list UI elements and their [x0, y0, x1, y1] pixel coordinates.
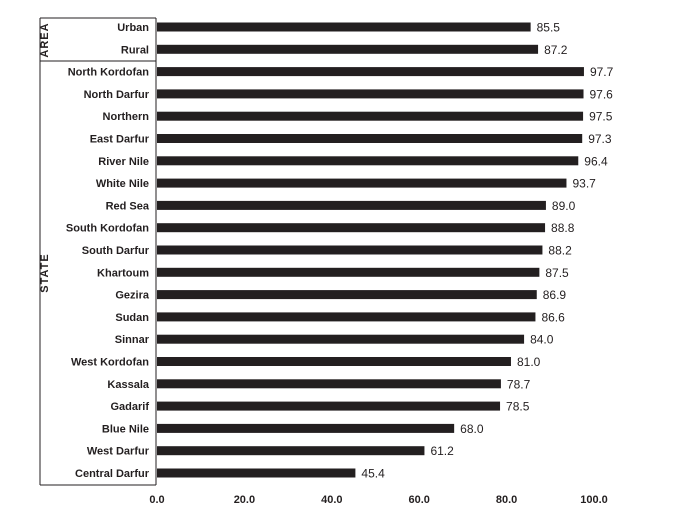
bar-south-kordofan	[157, 223, 546, 233]
x-axis-ticks: 0.0 20.0 40.0 60.0 80.0 100.0	[149, 494, 607, 506]
category-label-kassala: Kassala	[107, 379, 149, 391]
category-label-south-kordofan: South Kordofan	[66, 223, 149, 235]
category-label-khartoum: Khartoum	[97, 267, 149, 279]
bar-north-kordofan	[157, 67, 584, 77]
bar-rural	[157, 44, 539, 54]
value-label-northern: 97.5	[589, 110, 613, 124]
bar-red-sea	[157, 200, 546, 210]
category-label-central-darfur: Central Darfur	[75, 468, 150, 480]
category-label-gadarif: Gadarif	[110, 401, 149, 413]
x-tick-label: 60.0	[408, 494, 429, 506]
bar-blue-nile	[157, 423, 455, 433]
value-label-west-kordofan: 81.0	[517, 355, 541, 369]
value-label-blue-nile: 68.0	[460, 422, 484, 436]
x-tick-label: 40.0	[321, 494, 342, 506]
value-label-red-sea: 89.0	[552, 199, 576, 213]
bars: Urban 85.5 Rural 87.2 North Kordofan 97.7 Nort…	[66, 21, 614, 481]
bar-river-nile	[157, 156, 579, 166]
value-label-sudan: 86.6	[541, 310, 565, 324]
category-label-north-kordofan: North Kordofan	[68, 67, 150, 79]
value-label-west-darfur: 61.2	[430, 444, 454, 458]
bar-west-kordofan	[157, 357, 511, 366]
category-label-north-darfur: North Darfur	[84, 89, 150, 101]
value-label-south-kordofan: 88.8	[551, 221, 575, 235]
value-label-east-darfur: 97.3	[588, 132, 612, 146]
bar-gezira	[157, 290, 537, 300]
category-label-urban: Urban	[117, 22, 149, 34]
bar-sudan	[157, 312, 536, 322]
bar-gadarif	[157, 401, 501, 411]
category-label-west-darfur: West Darfur	[87, 446, 150, 458]
bar-west-darfur	[157, 446, 425, 456]
bar-sinnar	[157, 334, 525, 344]
value-label-north-darfur: 97.6	[590, 87, 614, 101]
bar-khartoum	[157, 267, 540, 277]
category-label-west-kordofan: West Kordofan	[71, 357, 149, 369]
x-tick-label: 0.0	[149, 494, 164, 506]
category-label-east-darfur: East Darfur	[90, 134, 150, 146]
category-label-gezira: Gezira	[115, 290, 150, 302]
category-label-sinnar: Sinnar	[115, 334, 150, 346]
category-label-river-nile: River Nile	[98, 156, 149, 168]
value-label-central-darfur: 45.4	[361, 467, 385, 481]
category-label-south-darfur: South Darfur	[82, 245, 150, 257]
value-label-urban: 85.5	[537, 21, 561, 35]
category-label-red-sea: Red Sea	[106, 200, 150, 212]
value-label-gezira: 86.9	[543, 288, 567, 302]
value-label-gadarif: 78.5	[506, 400, 530, 414]
category-label-rural: Rural	[121, 44, 149, 56]
value-label-khartoum: 87.5	[545, 266, 569, 280]
group-label-area: AREA	[39, 22, 51, 57]
category-label-sudan: Sudan	[115, 312, 149, 324]
value-label-rural: 87.2	[544, 43, 568, 57]
group-label-state: STATE	[39, 253, 51, 292]
bar-north-darfur	[157, 89, 584, 99]
value-label-kassala: 78.7	[507, 377, 531, 391]
value-label-sinnar: 84.0	[530, 333, 554, 347]
bar-white-nile	[157, 178, 567, 188]
bar-south-darfur	[157, 245, 543, 255]
bar-kassala	[157, 379, 501, 389]
value-label-north-kordofan: 97.7	[590, 65, 614, 79]
value-label-white-nile: 93.7	[572, 177, 596, 191]
bar-northern	[157, 111, 584, 121]
category-label-blue-nile: Blue Nile	[102, 423, 149, 435]
category-label-northern: Northern	[103, 111, 150, 123]
bar-urban	[157, 22, 531, 32]
bar-central-darfur	[157, 468, 356, 478]
value-label-river-nile: 96.4	[584, 154, 608, 168]
x-tick-label: 20.0	[234, 494, 255, 506]
chart-frame	[39, 17, 157, 486]
x-tick-label: 80.0	[496, 494, 517, 506]
bar-east-darfur	[157, 134, 583, 143]
category-label-white-nile: White Nile	[96, 178, 149, 190]
x-tick-label: 100.0	[580, 494, 608, 506]
value-label-south-darfur: 88.2	[548, 244, 572, 258]
